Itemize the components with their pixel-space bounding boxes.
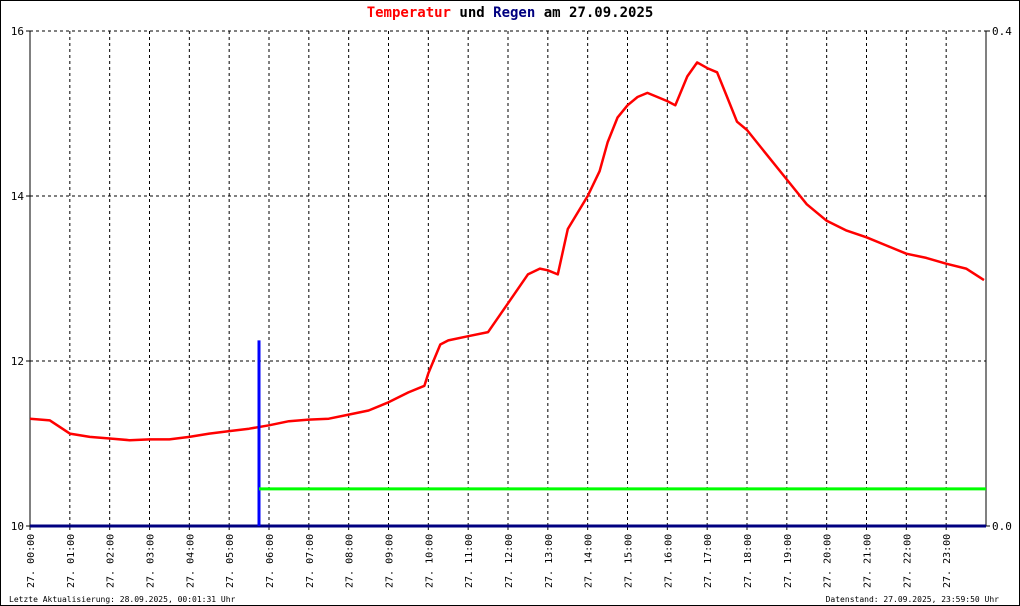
x-tick-label: 27. 23:00 bbox=[942, 534, 953, 588]
title-temperature: Temperatur bbox=[366, 5, 451, 21]
title-and: und bbox=[450, 5, 494, 21]
grid-layer bbox=[30, 30, 986, 526]
x-tick-label: 27. 01:00 bbox=[66, 534, 77, 588]
x-tick-label: 27. 14:00 bbox=[584, 534, 595, 588]
right-tick-label: 0.4 bbox=[992, 25, 1012, 38]
x-tick-label: 27. 12:00 bbox=[504, 534, 515, 588]
x-tick-label: 27. 00:00 bbox=[26, 534, 37, 588]
x-tick-label: 27. 09:00 bbox=[385, 534, 396, 588]
right-tick-label: 0.0 bbox=[992, 520, 1012, 533]
series-layer bbox=[29, 61, 986, 528]
x-tick-label: 27. 15:00 bbox=[624, 534, 635, 588]
x-tick-label: 27. 13:00 bbox=[544, 534, 555, 588]
x-tick-label: 27. 20:00 bbox=[823, 534, 834, 588]
x-tick-label: 27. 02:00 bbox=[106, 534, 117, 588]
left-tick-label: 10 bbox=[11, 520, 24, 533]
x-tick-label: 27. 11:00 bbox=[464, 534, 475, 588]
x-tick-label: 27. 21:00 bbox=[863, 534, 874, 588]
data-status-text: Datenstand: 27.09.2025, 23:59:50 Uhr bbox=[825, 595, 999, 604]
x-tick-label: 27. 06:00 bbox=[265, 534, 276, 588]
left-tick-label: 16 bbox=[11, 25, 24, 38]
x-tick-label: 27. 19:00 bbox=[783, 534, 794, 588]
left-tick-label: 14 bbox=[11, 190, 25, 203]
left-tick-label: 12 bbox=[11, 355, 24, 368]
title-date: am 27.09.2025 bbox=[535, 5, 654, 21]
last-update-text: Letzte Aktualisierung: 28.09.2025, 00:01… bbox=[9, 595, 236, 604]
chart-title: Temperatur und Regen am 27.09.2025 bbox=[1, 5, 1019, 21]
title-rain: Regen bbox=[493, 5, 536, 21]
labels-layer: 10 12 14 16 0.0 0.4 27. 00:00 27. 01:00 27. 02:0… bbox=[11, 25, 1012, 588]
x-tick-label: 27. 07:00 bbox=[305, 534, 316, 588]
axes-layer bbox=[26, 30, 990, 530]
x-tick-label: 27. 17:00 bbox=[703, 534, 714, 588]
x-tick-label: 27. 03:00 bbox=[146, 534, 157, 588]
x-tick-label: 27. 08:00 bbox=[345, 534, 356, 588]
x-tick-label: 27. 18:00 bbox=[743, 534, 754, 588]
x-tick-label: 27. 05:00 bbox=[225, 534, 236, 588]
x-tick-label: 27. 22:00 bbox=[902, 534, 913, 588]
x-tick-label: 27. 16:00 bbox=[663, 534, 674, 588]
x-tick-label: 27. 10:00 bbox=[424, 534, 435, 588]
x-tick-label: 27. 04:00 bbox=[185, 534, 196, 588]
series-temperature-line bbox=[29, 61, 985, 442]
